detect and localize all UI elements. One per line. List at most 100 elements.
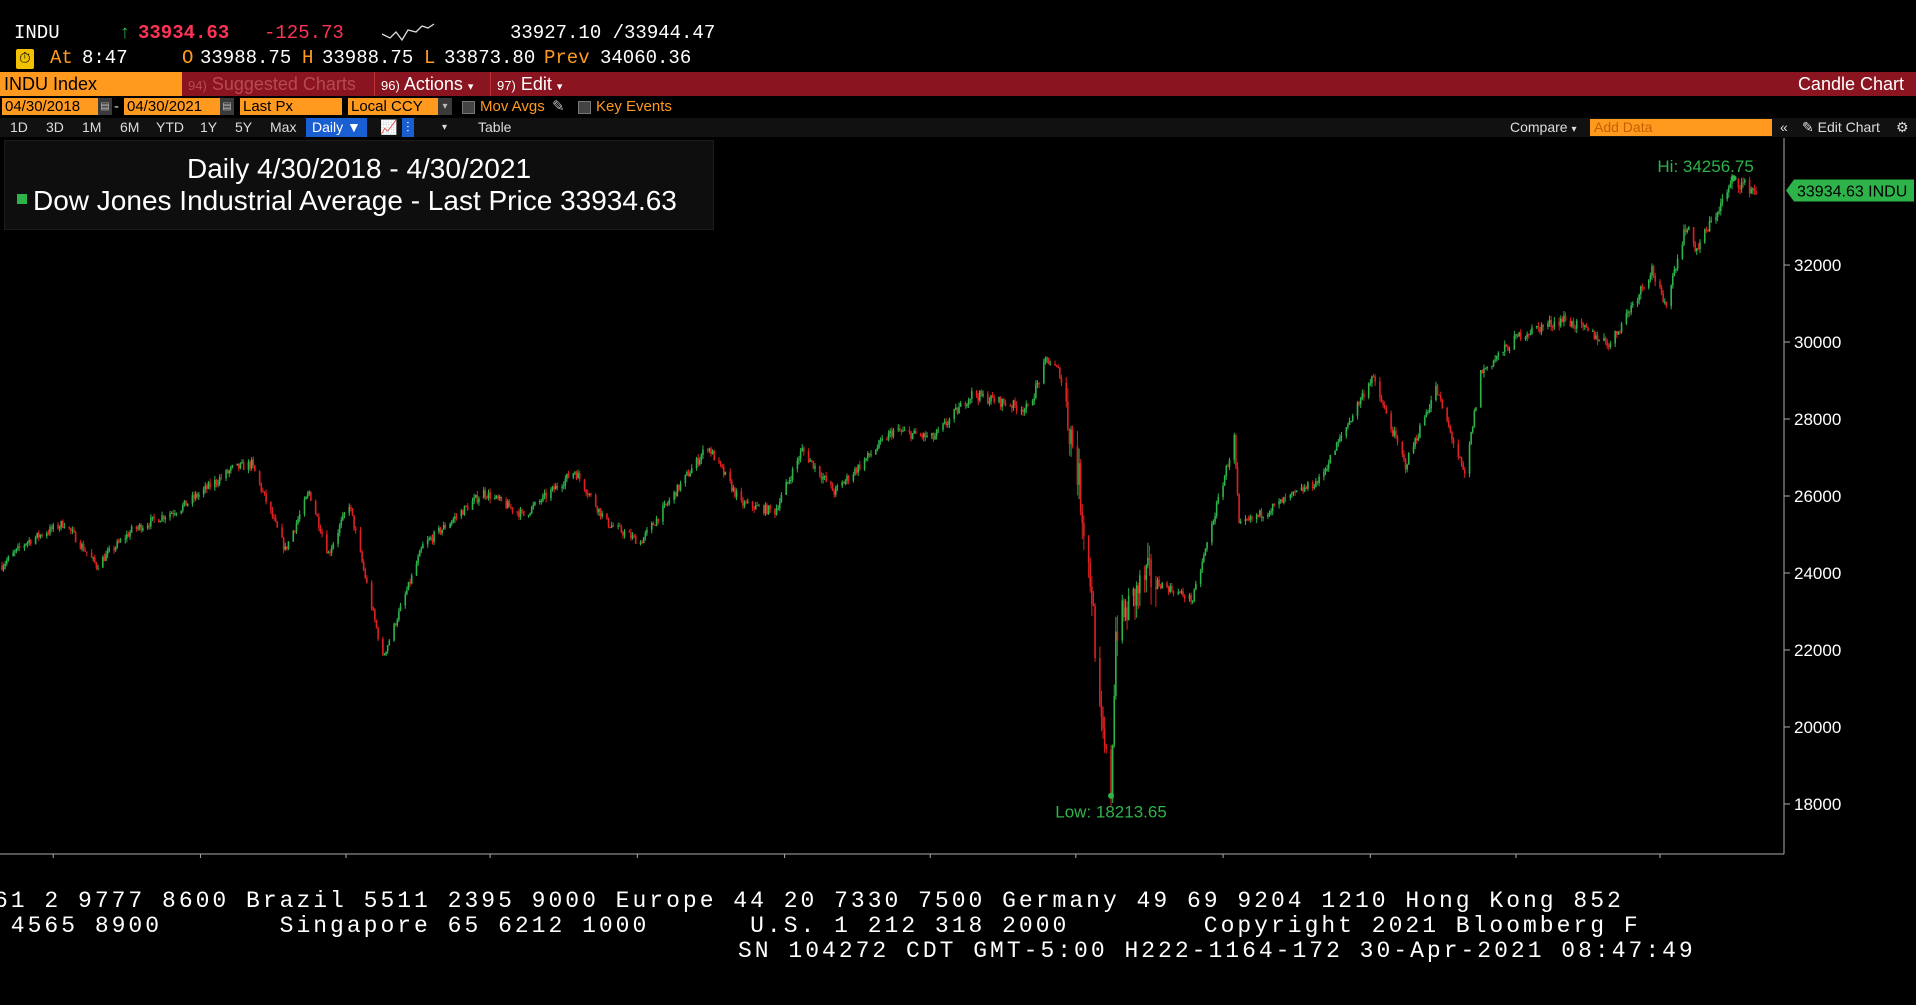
candle-body [1268,512,1271,515]
candle-body [586,493,589,495]
table-button[interactable]: Table [478,119,512,135]
candle-body [370,582,373,609]
range-1d[interactable]: 1D [10,119,28,135]
candle-body [754,505,757,510]
candle-body [1503,344,1506,353]
candle-body [1652,266,1655,276]
candle-body [610,525,613,528]
key-events-label[interactable]: Key Events [596,98,672,115]
candle-body [1569,320,1572,327]
candle-body [140,524,143,531]
candle-body [126,534,128,539]
currency-select[interactable]: Local CCY [348,98,444,115]
candle-chart-icon[interactable]: ⫶ [402,118,414,137]
candle-body [948,418,951,425]
candle-body [1291,492,1293,495]
candle-body [766,504,768,514]
candle-body [809,460,811,462]
pencil-icon[interactable]: ✎ [552,98,565,115]
candle-body [183,500,186,505]
range-1m[interactable]: 1M [82,119,102,135]
actions-menu[interactable]: 96) Actions ▾ [374,72,473,96]
range-max[interactable]: Max [270,119,297,135]
candle-body [70,528,72,531]
edit-chart-button[interactable]: ✎ Edit Chart [1802,118,1880,137]
candle-body [1727,187,1730,193]
candle-body [1103,728,1106,746]
candle-body [305,496,307,500]
candle-body [887,433,890,440]
calendar-icon[interactable]: ▤ [220,98,234,115]
chevron-down-icon[interactable]: ▾ [442,122,448,133]
compare-menu[interactable]: Compare ▾ [1510,118,1577,137]
candle-body [388,640,391,646]
candle-body [574,472,576,474]
candle-body [751,501,754,508]
mov-avgs-checkbox[interactable] [462,101,475,114]
candle-body [1559,318,1562,326]
gear-icon[interactable]: ⚙ [1896,119,1909,135]
candle-body [41,534,43,537]
range-6m[interactable]: 6M [120,119,140,135]
candle-body [623,531,626,536]
candle-body [902,430,904,432]
line-chart-icon[interactable]: 📈 [380,119,398,135]
price-chart[interactable]: 18000 20000 22000 24000 26000 28000 30000 32000… [0,138,1916,858]
candle-body [812,460,815,469]
candle-body [1729,183,1732,188]
candle-body [1495,356,1498,360]
price-field-select[interactable]: Last Px [240,98,342,115]
range-3d[interactable]: 3D [46,119,64,135]
candle-body [543,492,546,496]
collapse-icon[interactable]: « [1780,119,1788,135]
mov-avgs-label[interactable]: Mov Avgs [480,98,545,115]
chevron-down-icon[interactable]: ▾ [438,98,452,115]
candle-body [857,464,859,473]
y-tick-label: 30000 [1794,333,1841,352]
candle-body [1550,319,1552,327]
annotations: Hi: 34256.75 Low: 18213.65 33934.63 INDU [1055,157,1914,822]
end-date-field[interactable]: 04/30/2021 [124,98,220,115]
candle-body [382,638,384,655]
candle-body [753,507,755,510]
key-events-checkbox[interactable] [578,101,591,114]
edit-menu[interactable]: 97) Edit ▾ [490,72,562,96]
candle-body [174,513,176,515]
candle-body [294,530,296,532]
start-date-field[interactable]: 04/30/2018 [2,98,98,115]
candle-body [175,513,178,515]
candle-body [982,393,984,396]
candle-body [202,489,205,495]
candle-body [186,503,189,506]
security-field[interactable]: INDU Index [0,72,182,96]
calendar-icon[interactable]: ▤ [98,98,112,115]
candle-body [105,554,107,561]
add-data-input[interactable]: Add Data [1590,119,1772,136]
candle-body [252,459,255,466]
candle-body [12,552,15,557]
candle-body [684,474,687,484]
candle-body [68,526,71,529]
range-5y[interactable]: 5Y [235,119,253,135]
candle-body [1324,469,1327,472]
candle-body [673,491,675,501]
frequency-select[interactable]: Daily ▼ [306,118,367,137]
candle-body [633,535,635,537]
candle-body [690,468,693,474]
candle-body [153,516,155,520]
range-1y[interactable]: 1Y [200,119,218,135]
candle-body [646,529,648,533]
candle-body [1155,587,1157,590]
candle-body [230,467,232,471]
candle-body [1604,337,1607,342]
candle-body [775,508,778,515]
suggested-charts-menu[interactable]: 94) Suggested Charts [184,72,356,96]
candle-body [342,514,344,520]
candle-body [979,390,981,401]
candle-body [473,497,475,501]
range-ytd[interactable]: YTD [156,119,184,135]
chart-inputs-row: 04/30/2018 ▤ - 04/30/2021 ▤ Last Px Loca… [0,98,1916,116]
candle-body [316,514,319,517]
candle-body [620,526,623,533]
candle-body [455,516,458,518]
